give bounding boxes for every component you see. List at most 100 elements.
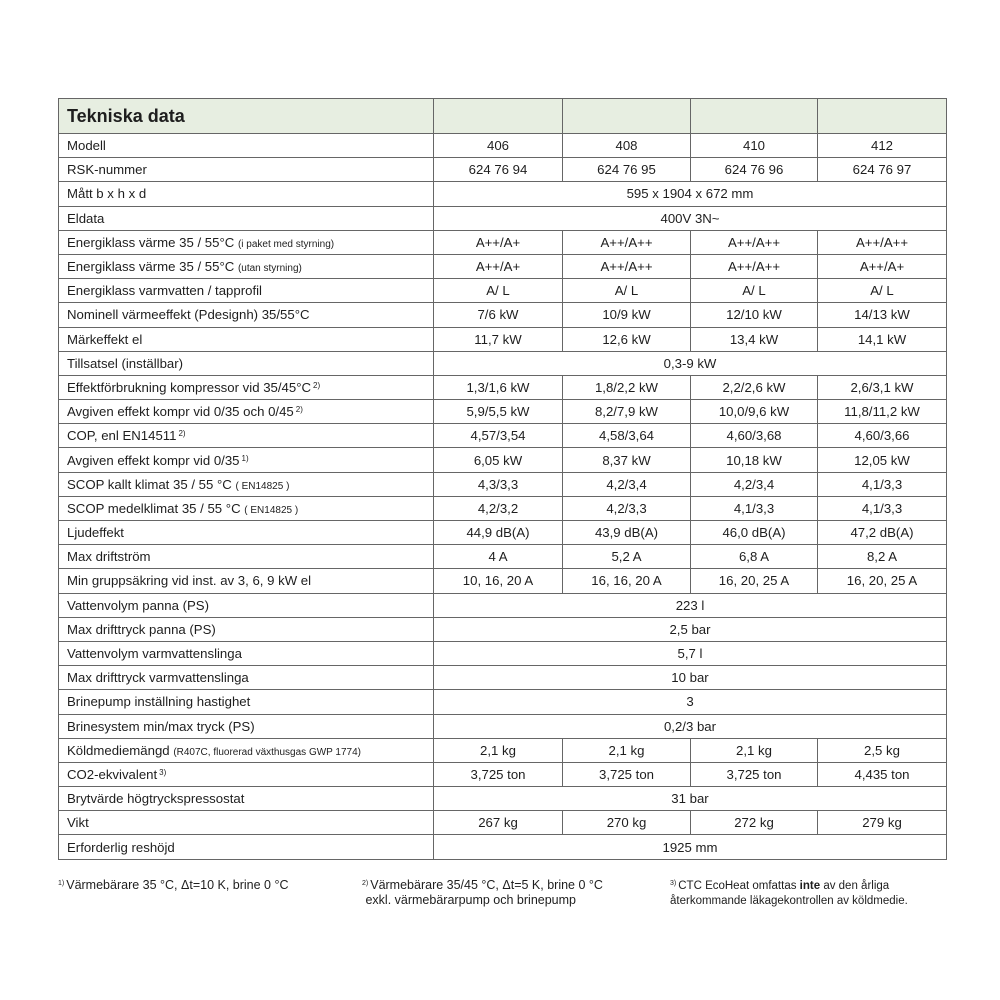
value-cell: 624 76 96 xyxy=(690,157,818,183)
value-cell: 2,1 kg xyxy=(433,737,563,763)
table-row: Energiklass värme 35 / 55°C (utan styrni… xyxy=(58,253,947,280)
row-label-cell: Brytvärde högtryckspressostat xyxy=(58,786,434,812)
table-row: Erforderlig reshöjd 1925 mm xyxy=(58,834,947,860)
value-cell: 624 76 97 xyxy=(817,157,947,183)
footnote-ref: 2) xyxy=(178,429,186,439)
value-cell: 2,5 bar xyxy=(433,616,947,642)
value-cell: 4,2/3,4 xyxy=(562,471,691,497)
value-cell: 10,18 kW xyxy=(690,447,818,473)
value-cell: 408 xyxy=(562,132,691,159)
row-label-cell: Effektförbrukning kompressor vid 35/45°C… xyxy=(58,374,434,401)
value-cell: 44,9 dB(A) xyxy=(433,519,563,546)
table-row: Vattenvolym panna (PS) 223 l xyxy=(58,592,947,618)
value-cell: 10, 16, 20 A xyxy=(433,568,563,594)
row-label-cell: Ljudeffekt xyxy=(58,519,434,546)
table-row: SCOP kallt klimat 35 / 55 °C ( EN14825 )… xyxy=(58,471,947,497)
value-cell: 3,725 ton xyxy=(690,761,818,788)
value-cell: 279 kg xyxy=(817,810,947,836)
row-label: COP, enl EN14511 xyxy=(67,428,177,444)
table-title: Tekniska data xyxy=(58,98,434,134)
value-cell: 0,2/3 bar xyxy=(433,713,947,739)
footnote-text: av den årliga xyxy=(820,880,890,892)
value-cell: 267 kg xyxy=(433,810,563,836)
value-cell: 4,3/3,3 xyxy=(433,471,563,497)
value-cell: 223 l xyxy=(433,592,947,618)
value-cell: A/ L xyxy=(433,278,563,304)
row-label: Energiklass värme 35 / 55°C xyxy=(67,259,235,275)
value-cell: 4,435 ton xyxy=(817,761,947,788)
row-label-note: (i paket med styrning) xyxy=(237,238,335,250)
value-cell: 12,05 kW xyxy=(817,447,947,473)
footnote-ref: 1) xyxy=(241,453,249,463)
row-label: Avgiven effekt kompr vid 0/35 xyxy=(67,452,240,468)
footnote-mark: 1) xyxy=(58,880,65,887)
footnote-emphasis: inte xyxy=(799,880,821,892)
value-cell: 1,8/2,2 kW xyxy=(562,374,691,401)
row-label-cell: Max drifttryck panna (PS) xyxy=(58,616,434,642)
table-row: Max drifttryck varmvattenslinga 10 bar xyxy=(58,665,947,691)
value-cell: 2,5 kg xyxy=(817,737,947,763)
table-row: Effektförbrukning kompressor vid 35/45°C… xyxy=(58,374,947,401)
value-cell: 272 kg xyxy=(690,810,818,836)
value-cell: A++/A++ xyxy=(562,253,691,280)
table-row: Tillsatsel (inställbar) 0,3-9 kW xyxy=(58,350,947,376)
row-label-cell: SCOP medelklimat 35 / 55 °C ( EN14825 ) xyxy=(58,495,434,522)
table-row: Avgiven effekt kompr vid 0/35 och 0/45 2)… xyxy=(58,399,947,425)
value-cell: 6,8 A xyxy=(690,544,818,570)
footnote-ref: 2) xyxy=(313,380,321,390)
table-row: Modell 406 408 410 412 xyxy=(58,132,947,159)
value-cell: 10/9 kW xyxy=(562,302,691,328)
table-row: Vikt 267 kg 270 kg 272 kg 279 kg xyxy=(58,810,947,836)
value-cell: 1,3/1,6 kW xyxy=(433,374,563,401)
table-header-row: Tekniska data xyxy=(58,98,947,134)
header-cell xyxy=(690,98,818,134)
value-cell: 400V 3N~ xyxy=(433,205,947,231)
row-label-cell: Modell xyxy=(58,132,434,159)
value-cell: A++/A+ xyxy=(817,253,947,280)
footnote-3: 3) CTC EcoHeat omfattas inte av den årlig… xyxy=(670,876,908,909)
value-cell: 13,4 kW xyxy=(690,326,818,352)
value-cell: 2,2/2,6 kW xyxy=(690,374,818,401)
value-cell: 12,6 kW xyxy=(562,326,691,352)
value-cell: 3,725 ton xyxy=(433,761,563,788)
row-label-cell: Vikt xyxy=(58,810,434,836)
value-cell: A++/A++ xyxy=(690,253,818,280)
value-cell: 16, 20, 25 A xyxy=(690,568,818,594)
row-label-cell: Energiklass varmvatten / tapprofil xyxy=(58,278,434,304)
table-row: Max driftström 4 A 5,2 A 6,8 A 8,2 A xyxy=(58,544,947,570)
value-cell: 4,60/3,68 xyxy=(690,423,818,449)
row-label-cell: Max driftström xyxy=(58,544,434,570)
footnote-ref: 3) xyxy=(159,767,167,777)
row-label-note: (R407C, fluorerad växthusgas GWP 1774) xyxy=(173,746,361,758)
value-cell: 8,37 kW xyxy=(562,447,691,473)
row-label: Brytvärde högtryckspressostat xyxy=(67,791,245,807)
row-label-cell: Nominell värmeeffekt (Pdesignh) 35/55°C xyxy=(58,302,434,328)
table-row: Köldmediemängd (R407C, fluorerad växthus… xyxy=(58,737,947,763)
footnote-mark: 2) xyxy=(362,880,369,887)
value-cell: 412 xyxy=(817,132,947,159)
value-cell: A/ L xyxy=(690,278,818,304)
table-row: Ljudeffekt 44,9 dB(A) 43,9 dB(A) 46,0 dB(A)… xyxy=(58,519,947,546)
value-cell: 12/10 kW xyxy=(690,302,818,328)
row-label-cell: Min gruppsäkring vid inst. av 3, 6, 9 kW… xyxy=(58,568,434,594)
footnote-text: Värmebärare 35 °C, Δt=10 K, brine 0 °C xyxy=(66,878,289,892)
table-row: Energiklass varmvatten / tapprofil A/ L A/… xyxy=(58,278,947,304)
value-cell: 47,2 dB(A) xyxy=(817,519,947,546)
value-cell: 4 A xyxy=(433,544,563,570)
value-cell: 14/13 kW xyxy=(817,302,947,328)
row-label-cell: RSK-nummer xyxy=(58,157,434,183)
row-label: Min gruppsäkring vid inst. av 3, 6, 9 kW… xyxy=(67,573,312,589)
row-label: Tillsatsel (inställbar) xyxy=(67,355,184,371)
footnote-mark: 3) xyxy=(670,880,677,887)
value-cell: 14,1 kW xyxy=(817,326,947,352)
table-row: Brinesystem min/max tryck (PS) 0,2/3 bar xyxy=(58,713,947,739)
value-cell: 2,1 kg xyxy=(690,737,818,763)
table-row: Märkeffekt el 11,7 kW 12,6 kW 13,4 kW 14,1 k… xyxy=(58,326,947,352)
table-row: SCOP medelklimat 35 / 55 °C ( EN14825 ) 4… xyxy=(58,495,947,522)
value-cell: 10 bar xyxy=(433,665,947,691)
row-label: SCOP medelklimat 35 / 55 °C xyxy=(67,500,241,516)
row-label-cell: Vattenvolym varmvattenslinga xyxy=(58,640,434,667)
row-label: Mått b x h x d xyxy=(67,186,147,202)
row-label-cell: Köldmediemängd (R407C, fluorerad växthus… xyxy=(58,737,434,763)
value-cell: A/ L xyxy=(817,278,947,304)
